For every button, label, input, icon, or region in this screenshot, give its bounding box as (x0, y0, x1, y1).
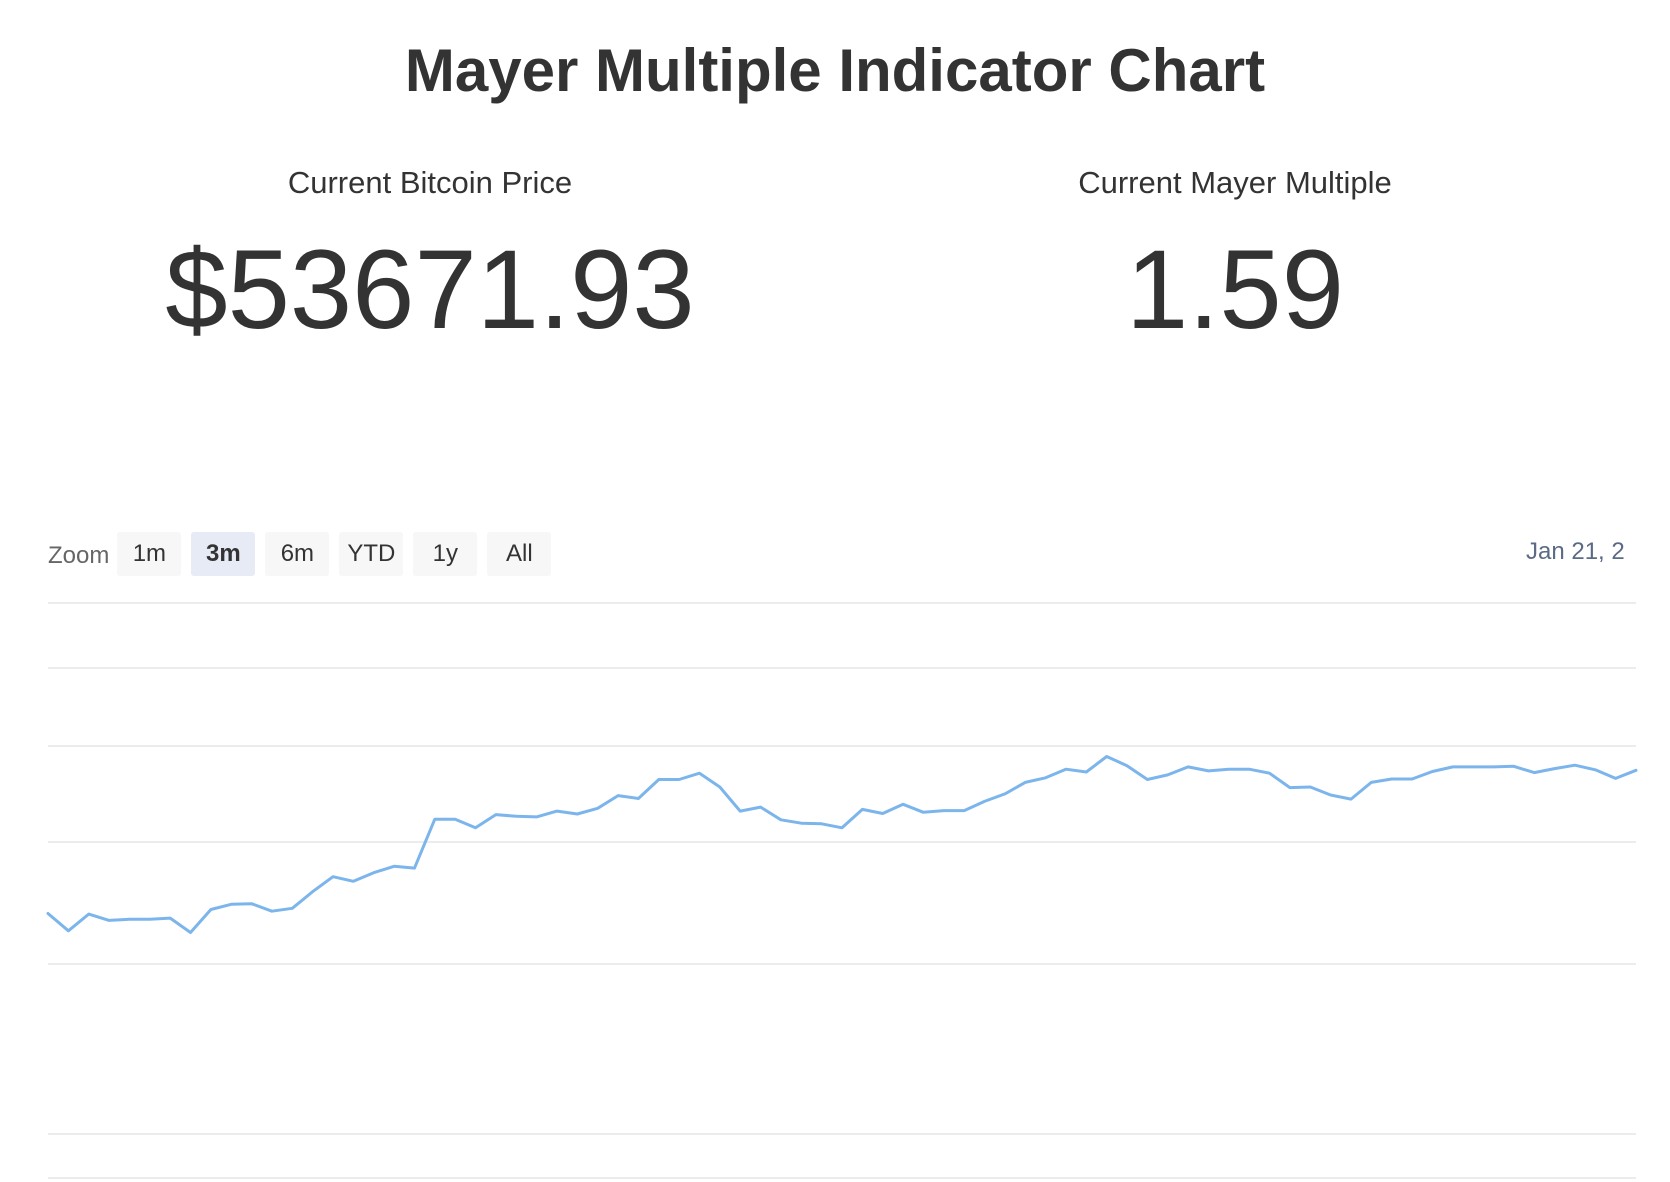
zoom-button-1y[interactable]: 1y (413, 532, 478, 576)
series-point[interactable] (1633, 767, 1639, 773)
series-point[interactable] (391, 863, 397, 869)
series-point[interactable] (697, 770, 703, 776)
series-point[interactable] (1063, 766, 1069, 772)
series-point[interactable] (473, 825, 479, 831)
mayer-multiple-label: Current Mayer Multiple (1078, 165, 1392, 200)
series-point[interactable] (269, 908, 275, 914)
series-point[interactable] (1572, 762, 1578, 768)
series-point[interactable] (371, 870, 377, 876)
series-point[interactable] (412, 865, 418, 871)
series-point[interactable] (1002, 791, 1008, 797)
series-point[interactable] (1043, 775, 1049, 781)
series-point[interactable] (1165, 772, 1171, 778)
series-point[interactable] (961, 808, 967, 814)
chart-series-layer (45, 754, 1639, 936)
series-point[interactable] (819, 821, 825, 827)
bitcoin-price-value: $53671.93 (165, 227, 695, 352)
series-point[interactable] (1022, 779, 1028, 785)
series-point[interactable] (941, 808, 947, 814)
series-point[interactable] (188, 930, 194, 936)
zoom-button-all[interactable]: All (487, 532, 552, 576)
series-point[interactable] (45, 911, 51, 917)
series-point[interactable] (1246, 766, 1252, 772)
series-point[interactable] (717, 784, 723, 790)
series-point[interactable] (249, 901, 255, 907)
series-point[interactable] (106, 917, 112, 923)
series-point[interactable] (1552, 766, 1558, 772)
zoom-label: Zoom (48, 542, 110, 569)
series-point[interactable] (167, 915, 173, 921)
series-point[interactable] (778, 817, 784, 823)
range-start-date[interactable]: Jan 21, 2 (1526, 538, 1625, 565)
series-point[interactable] (758, 804, 764, 810)
zoom-button-6m[interactable]: 6m (265, 532, 330, 576)
series-point[interactable] (452, 816, 458, 822)
series-point[interactable] (676, 777, 682, 783)
page-title: Mayer Multiple Indicator Chart (404, 37, 1266, 104)
series-point[interactable] (920, 809, 926, 815)
series-point[interactable] (554, 808, 560, 814)
zoom-button-ytd[interactable]: YTD (339, 532, 404, 576)
series-point[interactable] (147, 916, 153, 922)
series-point[interactable] (513, 813, 519, 819)
series-point[interactable] (1348, 796, 1354, 802)
series-point[interactable] (1470, 764, 1476, 770)
series-point[interactable] (1307, 784, 1313, 790)
series-point[interactable] (574, 811, 580, 817)
series-point[interactable] (330, 874, 336, 880)
series-point[interactable] (1491, 764, 1497, 770)
zoom-button-1m[interactable]: 1m (117, 532, 182, 576)
bitcoin-price-label: Current Bitcoin Price (287, 165, 573, 200)
mayer-multiple-value: 1.59 (1126, 227, 1344, 352)
zoom-button-3m[interactable]: 3m (191, 532, 256, 576)
series-point[interactable] (1206, 768, 1212, 774)
series-point[interactable] (1592, 767, 1598, 773)
series-point[interactable] (1226, 766, 1232, 772)
series-point[interactable] (289, 905, 295, 911)
series-point[interactable] (1124, 763, 1130, 769)
series-point[interactable] (86, 911, 92, 917)
series-point[interactable] (1104, 754, 1110, 760)
series-point[interactable] (798, 820, 804, 826)
series-point[interactable] (1450, 764, 1456, 770)
series-point[interactable] (900, 801, 906, 807)
chart-gridlines (48, 602, 1636, 1179)
series-point[interactable] (635, 796, 641, 802)
series-point[interactable] (656, 777, 662, 783)
series-point[interactable] (1613, 775, 1619, 781)
series-point[interactable] (982, 798, 988, 804)
series-point[interactable] (1328, 792, 1334, 798)
series-point[interactable] (126, 916, 132, 922)
series-point[interactable] (1409, 776, 1415, 782)
mayer-multiple-series-line[interactable] (46, 755, 1638, 934)
zoom-bar: Zoom 1m 3m 6m YTD 1y All (48, 532, 561, 576)
series-point[interactable] (1267, 770, 1273, 776)
series-point[interactable] (1389, 776, 1395, 782)
series-point[interactable] (65, 928, 71, 934)
series-point[interactable] (493, 812, 499, 818)
series-point[interactable] (1429, 769, 1435, 775)
series-point[interactable] (350, 878, 356, 884)
series-point[interactable] (1511, 763, 1517, 769)
series-point[interactable] (1144, 777, 1150, 783)
series-point[interactable] (839, 825, 845, 831)
series-point[interactable] (432, 816, 438, 822)
series-point[interactable] (880, 811, 886, 817)
series-point[interactable] (1185, 764, 1191, 770)
series-point[interactable] (1531, 770, 1537, 776)
series-point[interactable] (228, 901, 234, 907)
series-point[interactable] (1287, 785, 1293, 791)
series-point[interactable] (737, 808, 743, 814)
series-point[interactable] (859, 806, 865, 812)
series-point[interactable] (208, 907, 214, 913)
series-point[interactable] (534, 814, 540, 820)
series-point[interactable] (1083, 769, 1089, 775)
series-point[interactable] (1368, 779, 1374, 785)
series-point[interactable] (615, 793, 621, 799)
series-point[interactable] (310, 889, 316, 895)
series-point[interactable] (595, 805, 601, 811)
